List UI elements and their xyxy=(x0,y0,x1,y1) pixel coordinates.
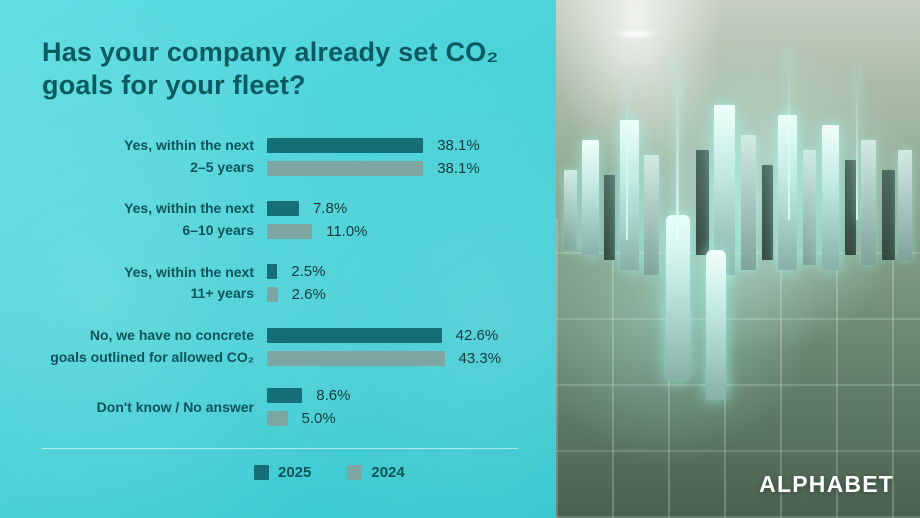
legend-item-2024: 2024 xyxy=(347,464,405,482)
legend-swatch-2025 xyxy=(254,465,269,481)
building xyxy=(898,150,912,260)
chart-row: No, we have no concrete goals outlined fo… xyxy=(42,325,556,368)
bar-2025 xyxy=(267,137,424,153)
category-label: No, we have no concrete goals outlined fo… xyxy=(42,325,267,368)
bar-2024 xyxy=(267,350,445,366)
divider xyxy=(42,448,518,450)
building xyxy=(666,215,690,380)
bar-2025 xyxy=(267,388,303,404)
category-label-line: No, we have no concrete xyxy=(89,327,254,344)
legend-label-2024: 2024 xyxy=(371,464,405,482)
chart-panel: Has your company already set CO₂ goals f… xyxy=(0,0,556,518)
page-title: Has your company already set CO₂ goals f… xyxy=(42,37,499,101)
bar-2024 xyxy=(267,287,278,303)
building xyxy=(762,165,773,260)
bar-2024 xyxy=(267,160,424,176)
building xyxy=(582,140,599,255)
bar-group: 2.5% 2.6% xyxy=(267,263,326,304)
bar-group: 8.6% 5.0% xyxy=(267,387,351,428)
legend-item-2025: 2025 xyxy=(254,464,311,481)
bar-line-2025: 7.8% xyxy=(267,200,368,217)
building xyxy=(706,250,726,400)
bar-line-2025: 8.6% xyxy=(267,387,351,405)
category-label: Don't know / No answer xyxy=(42,397,267,419)
building xyxy=(620,120,639,270)
chart-row: Yes, within the next 2–5 years 38.1% 38.1% xyxy=(42,135,556,178)
alphabet-logo: ALPHABET xyxy=(759,471,894,497)
building xyxy=(604,175,615,260)
bar-2025 xyxy=(267,327,442,343)
bar-value-2024: 43.3% xyxy=(458,349,502,367)
bar-line-2025: 38.1% xyxy=(267,136,480,154)
bar-line-2025: 2.5% xyxy=(267,263,326,281)
bar-2024 xyxy=(267,224,313,239)
bar-line-2024: 5.0% xyxy=(267,410,350,428)
bar-group: 38.1% 38.1% xyxy=(267,136,480,177)
plane-icon xyxy=(610,28,662,40)
chart-row: Don't know / No answer 8.6% 5.0% xyxy=(42,387,556,428)
bar-line-2024: 43.3% xyxy=(267,349,502,367)
bar-line-2024: 38.1% xyxy=(267,159,480,177)
building xyxy=(845,160,856,255)
building xyxy=(696,150,709,255)
city-panel: ALPHABET xyxy=(556,0,920,518)
bar-group: 7.8% 11.0% xyxy=(267,200,368,240)
building xyxy=(803,150,816,265)
building xyxy=(778,115,797,270)
bar-value-2025: 7.8% xyxy=(312,200,348,217)
city-illustration xyxy=(556,0,920,518)
chart-row: Yes, within the next 6–10 years 7.8% 11.0% xyxy=(42,198,556,241)
chart-rows: Yes, within the next 2–5 years 38.1% 38.1% Y… xyxy=(42,135,556,428)
bar-2025 xyxy=(267,201,299,216)
bar-value-2025: 8.6% xyxy=(316,387,351,405)
category-label-line: Yes, within the next xyxy=(124,263,254,280)
bar-value-2024: 2.6% xyxy=(291,286,326,304)
category-label: Yes, within the next 2–5 years xyxy=(42,135,267,178)
category-label-line: Yes, within the next xyxy=(124,200,254,217)
chart-row: Yes, within the next 11+ years 2.5% 2.6% xyxy=(42,262,556,305)
bar-value-2025: 2.5% xyxy=(291,263,326,281)
legend-label-2025: 2025 xyxy=(278,464,312,482)
category-label: Yes, within the next 6–10 years xyxy=(42,198,267,241)
building xyxy=(714,105,735,275)
bar-group: 42.6% 43.3% xyxy=(267,326,502,367)
category-label-line: 6–10 years xyxy=(182,222,254,238)
bar-value-2024: 5.0% xyxy=(301,410,336,428)
category-label-line: goals outlined for allowed CO₂ xyxy=(50,348,254,365)
category-label: Yes, within the next 11+ years xyxy=(42,262,267,305)
category-label-line: Don't know / No answer xyxy=(96,398,254,415)
category-label-line: 2–5 years xyxy=(190,158,254,175)
building xyxy=(882,170,895,260)
bar-line-2024: 2.6% xyxy=(267,286,326,304)
light-beam xyxy=(788,45,790,220)
building xyxy=(741,135,756,270)
building xyxy=(822,125,839,270)
building xyxy=(861,140,876,265)
building xyxy=(564,170,577,250)
bar-value-2024: 11.0% xyxy=(326,223,368,240)
category-label-line: 11+ years xyxy=(190,285,254,302)
building xyxy=(644,155,659,275)
bar-line-2024: 11.0% xyxy=(267,223,368,240)
bar-2025 xyxy=(267,264,278,280)
bar-value-2025: 38.1% xyxy=(437,136,480,154)
bar-value-2025: 42.6% xyxy=(455,326,499,344)
legend-swatch-2024 xyxy=(347,465,363,481)
bar-line-2025: 42.6% xyxy=(267,326,501,344)
bar-2024 xyxy=(267,411,288,427)
light-beam xyxy=(626,80,628,240)
light-beam xyxy=(856,65,858,220)
bar-value-2024: 38.1% xyxy=(437,159,480,177)
category-label-line: Yes, within the next xyxy=(124,136,254,153)
light-beam xyxy=(676,55,679,240)
legend: 2025 2024 xyxy=(254,464,556,481)
